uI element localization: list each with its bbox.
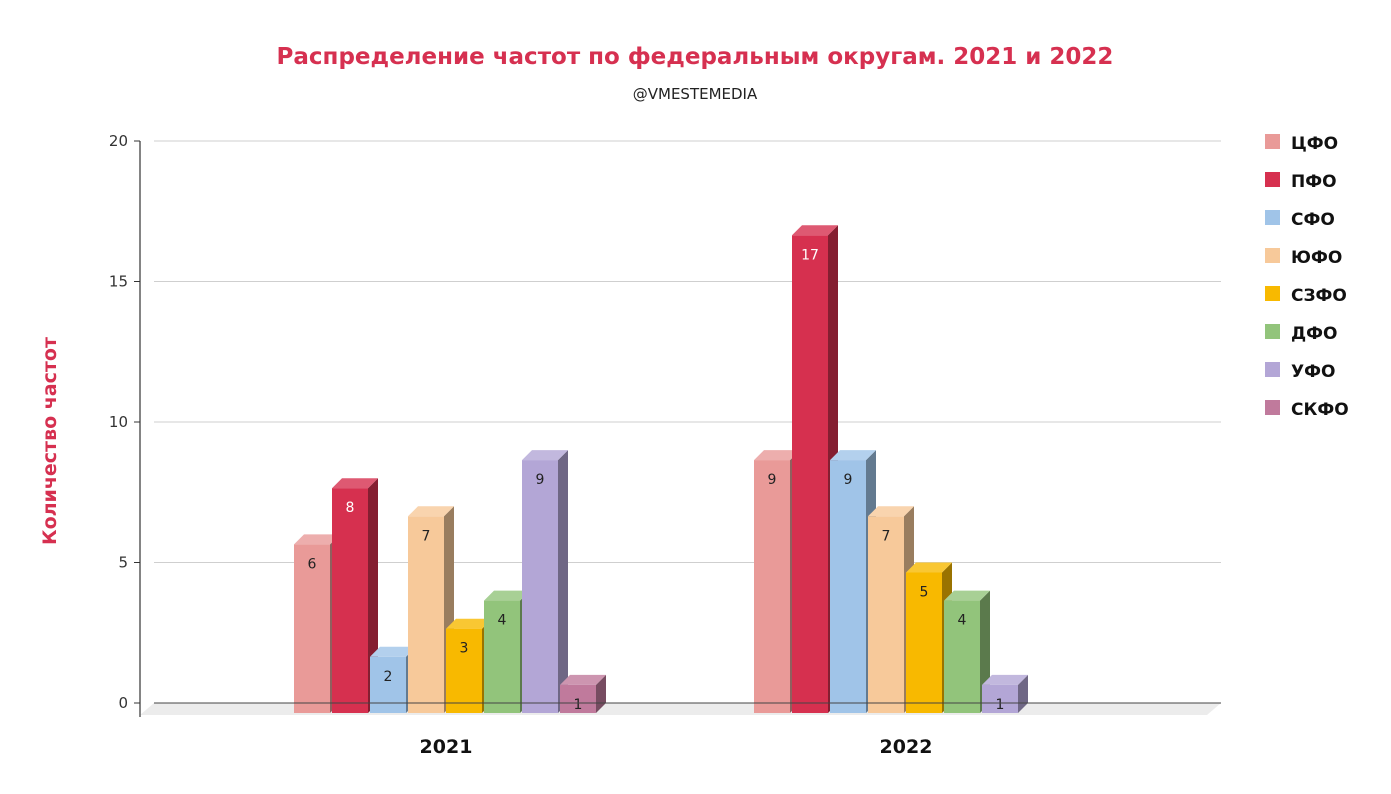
- legend-item-СФО[interactable]: СФО: [1265, 210, 1335, 230]
- legend-label: СЗФО: [1291, 286, 1347, 306]
- bar-front: [446, 628, 482, 713]
- bar-value-label: 3: [460, 641, 469, 657]
- legend-swatch: [1265, 248, 1280, 263]
- bar-front: [370, 656, 406, 713]
- bar-side: [558, 450, 568, 713]
- bar-value-label: 1: [574, 697, 583, 713]
- bar-front: [294, 544, 330, 713]
- bar-value-label: 4: [958, 613, 967, 629]
- bar-front: [522, 460, 558, 713]
- bar-front: [830, 460, 866, 713]
- legend-swatch: [1265, 362, 1280, 377]
- y-tick-label: 0: [118, 694, 128, 712]
- bar-value-label: 9: [536, 472, 545, 488]
- bar-ЮФО-2022: 7: [868, 506, 914, 713]
- bar-front: [560, 684, 596, 713]
- bar-top: [370, 646, 416, 657]
- legend-item-УФО[interactable]: УФО: [1265, 362, 1335, 382]
- bar-СКФО-2021: 1: [560, 674, 606, 713]
- y-tick-label: 15: [109, 273, 128, 291]
- legend-swatch: [1265, 134, 1280, 149]
- bar-value-label: 4: [498, 613, 507, 629]
- bar-top: [792, 225, 838, 236]
- x-tick-label: 2021: [420, 736, 473, 758]
- bar-front: [982, 684, 1018, 713]
- y-tick-label: 5: [118, 554, 128, 572]
- bar-top: [522, 450, 568, 461]
- bar-front: [792, 235, 828, 714]
- legend-swatch: [1265, 210, 1280, 225]
- legend-item-ДФО[interactable]: ДФО: [1265, 324, 1337, 344]
- bar-front: [906, 572, 942, 713]
- legend-label: СКФО: [1291, 400, 1349, 420]
- chart-subtitle: @VMESTEMEDIA: [633, 85, 758, 103]
- y-tick-label: 20: [109, 132, 128, 150]
- bar-front: [408, 516, 444, 713]
- bar-front: [332, 488, 368, 713]
- bar-front: [944, 600, 980, 713]
- bar-top: [944, 590, 990, 601]
- y-tick-label: 10: [109, 413, 128, 431]
- bar-front: [484, 600, 520, 713]
- legend-label: СФО: [1291, 210, 1335, 230]
- bar-top: [830, 450, 876, 461]
- bar-УФО-2022: 1: [982, 674, 1028, 713]
- legend-label: УФО: [1291, 362, 1335, 382]
- legend-label: ЮФО: [1291, 248, 1342, 268]
- legend-item-СЗФО[interactable]: СЗФО: [1265, 286, 1347, 306]
- legend-item-СКФО[interactable]: СКФО: [1265, 400, 1349, 420]
- legend-item-ЦФО[interactable]: ЦФО: [1265, 134, 1338, 154]
- x-tick-label: 2022: [880, 736, 933, 758]
- bar-value-label: 7: [422, 528, 431, 544]
- legend-item-ЮФО[interactable]: ЮФО: [1265, 248, 1342, 268]
- chart-title: Распределение частот по федеральным окру…: [277, 44, 1114, 70]
- legend-label: ДФО: [1291, 324, 1337, 344]
- bar-front: [754, 460, 790, 713]
- bar-value-label: 9: [768, 472, 777, 488]
- bar-top: [446, 618, 492, 629]
- bar-value-label: 8: [346, 500, 355, 516]
- bar-top: [982, 674, 1028, 685]
- bar-УФО-2021: 9: [522, 450, 568, 713]
- legend-label: ЦФО: [1291, 134, 1338, 154]
- bar-value-label: 17: [801, 247, 819, 263]
- bars: 6 8 2 7 3 4 9 1 9 17 9 7 5 4 1: [294, 225, 1028, 714]
- legend: ЦФО ПФО СФО ЮФО СЗФО ДФО УФО СКФО: [1265, 134, 1349, 420]
- bar-top: [484, 590, 530, 601]
- bar-top: [332, 478, 378, 489]
- legend-swatch: [1265, 324, 1280, 339]
- bar-top: [754, 450, 800, 461]
- bar-value-label: 6: [308, 556, 317, 572]
- bar-top: [906, 562, 952, 573]
- bar-value-label: 9: [844, 472, 853, 488]
- legend-swatch: [1265, 400, 1280, 415]
- bar-value-label: 2: [384, 669, 393, 685]
- bar-top: [560, 674, 606, 685]
- legend-swatch: [1265, 172, 1280, 187]
- bar-value-label: 1: [996, 697, 1005, 713]
- legend-item-ПФО[interactable]: ПФО: [1265, 172, 1337, 192]
- bar-value-label: 7: [882, 528, 891, 544]
- bar-top: [294, 534, 340, 545]
- y-axis-label: Количество частот: [39, 337, 61, 545]
- bar-front: [868, 516, 904, 713]
- bar-top: [408, 506, 454, 517]
- legend-swatch: [1265, 286, 1280, 301]
- legend-label: ПФО: [1291, 172, 1337, 192]
- bar-top: [868, 506, 914, 517]
- bar-value-label: 5: [920, 585, 929, 601]
